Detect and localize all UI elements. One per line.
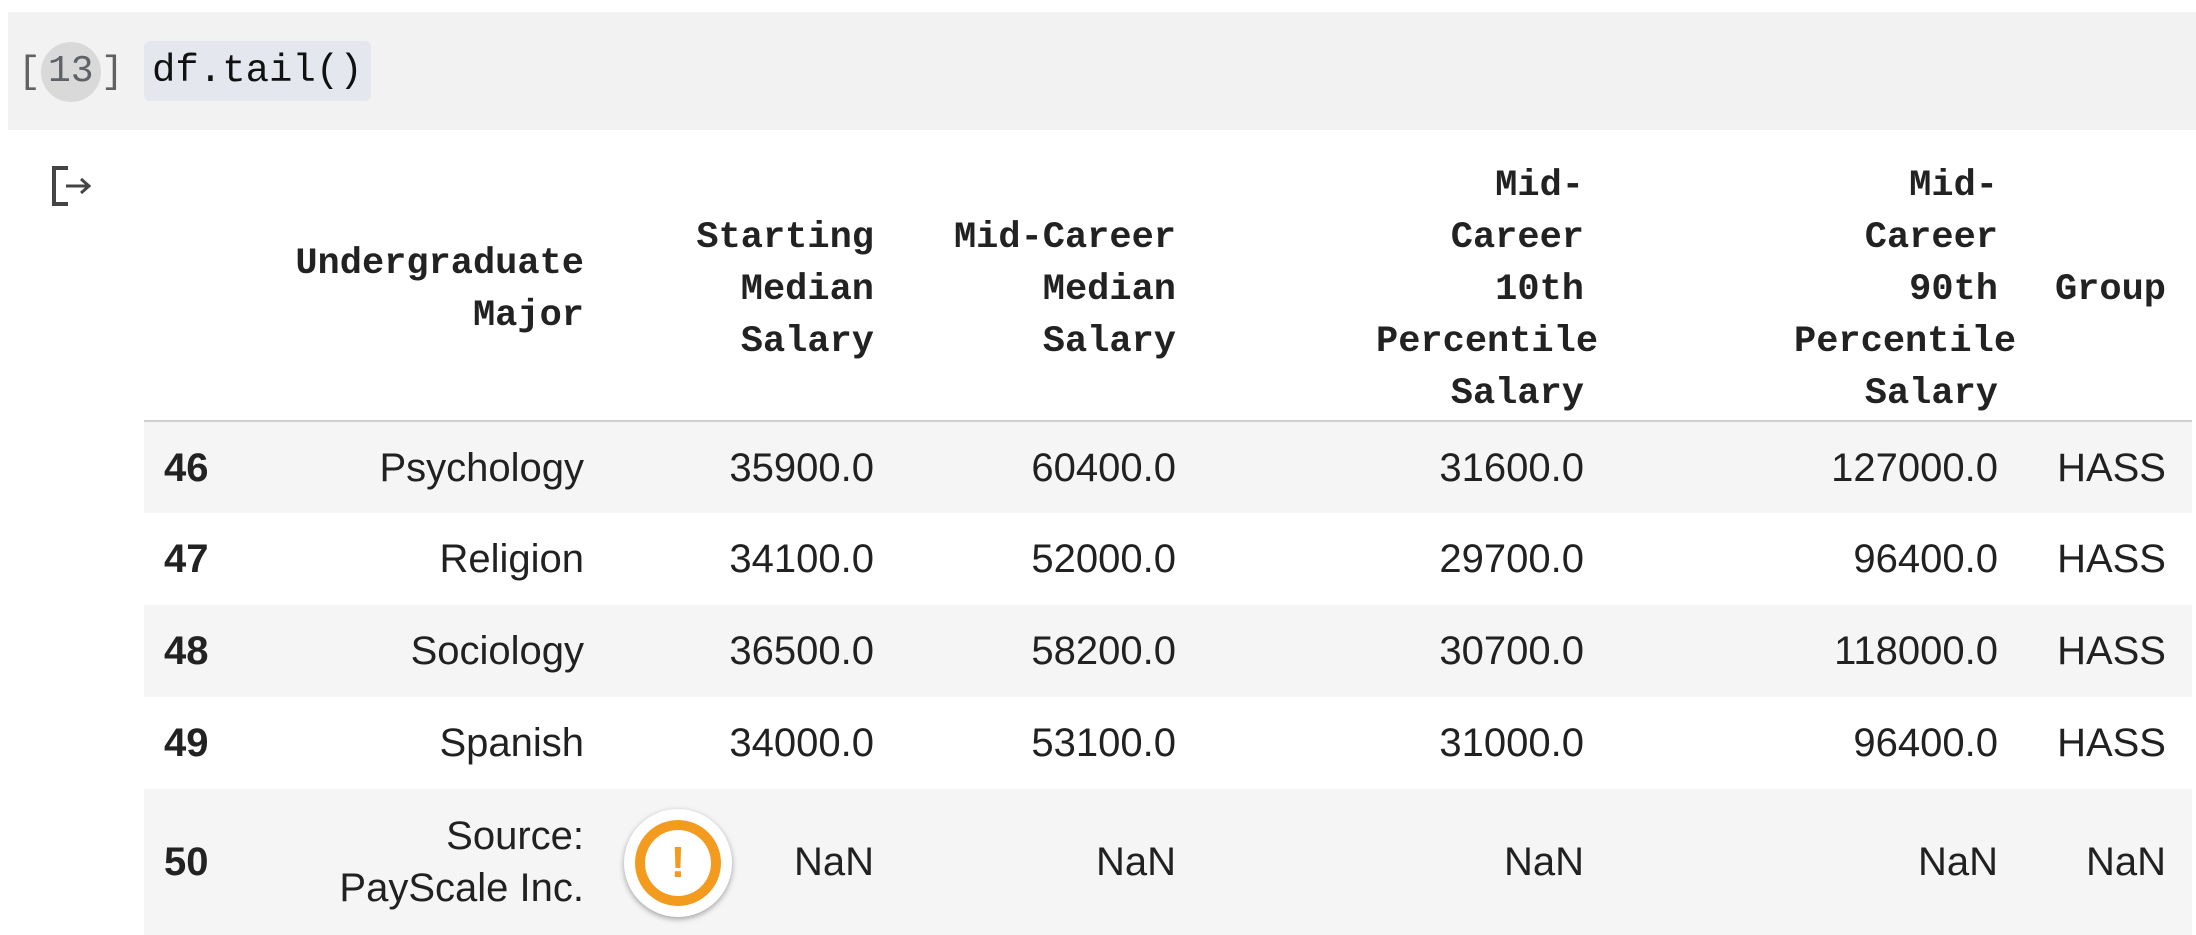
code-editor[interactable]: df.tail() — [144, 41, 371, 101]
header-index — [144, 160, 214, 422]
header-mid-career-median-salary: Mid-Career Median Salary — [874, 160, 1176, 422]
cell-group: HASS — [2057, 445, 2166, 490]
warning-glyph: ! — [645, 830, 711, 896]
header-starting-median-salary: Starting Median Salary — [584, 160, 874, 422]
cell-p10: 29700.0 — [1439, 537, 1584, 581]
cell-p90: 96400.0 — [1853, 537, 1998, 581]
bracket-close: ] — [100, 50, 124, 94]
code-cell[interactable]: [ 13 ] df.tail() — [8, 12, 2196, 130]
cell-mid-career-median: 58200.0 — [1031, 629, 1176, 673]
header-undergraduate-major: Undergraduate Major — [214, 160, 584, 422]
cell-mid-career-median: 53100.0 — [1031, 721, 1176, 765]
output-arrow-icon[interactable] — [48, 164, 96, 208]
cell-p90: 127000.0 — [1831, 445, 1998, 490]
cell-p90: NaN — [1917, 840, 1998, 884]
cell-starting-median: 34100.0 — [729, 537, 874, 581]
cell-p90: 118000.0 — [1834, 629, 1998, 673]
row-index: 48 — [164, 629, 209, 673]
cell-p10: 31000.0 — [1439, 721, 1584, 765]
cell-major: Source: PayScale Inc. — [339, 814, 584, 910]
cell-group: HASS — [2057, 537, 2166, 581]
header-mid-career-90th-percentile: Mid-Career 90th Percentile Salary — [1584, 160, 2016, 422]
cell-starting-median: 34000.0 — [729, 721, 874, 765]
bracket-open: [ — [18, 50, 41, 94]
cell-mid-career-median: 60400.0 — [1031, 445, 1176, 490]
cell-p10: 31600.0 — [1439, 445, 1584, 490]
cell-starting-median: 35900.0 — [729, 445, 874, 490]
cell-starting-median-value: NaN — [793, 840, 874, 884]
row-index: 49 — [164, 721, 209, 765]
cell-major: Spanish — [439, 721, 584, 765]
table-row: 49 Spanish 34000.0 53100.0 31000.0 96400… — [144, 697, 2192, 789]
header-group: Group — [1998, 160, 2192, 422]
execution-count[interactable]: [ 13 ] — [18, 42, 124, 102]
execution-count-number[interactable]: 13 — [40, 42, 101, 102]
cell-starting-median: 36500.0 — [729, 629, 874, 673]
cell-p10: 30700.0 — [1439, 629, 1584, 673]
table-row: 46 Psychology 35900.0 60400.0 31600.0 12… — [144, 421, 2192, 513]
row-index: 47 — [164, 537, 209, 581]
table-row: 47 Religion 34100.0 52000.0 29700.0 9640… — [144, 513, 2192, 605]
cell-mid-career-median: 52000.0 — [1031, 537, 1176, 581]
cell-group: HASS — [2057, 721, 2166, 765]
row-index: 46 — [164, 445, 209, 490]
table-row: 48 Sociology 36500.0 58200.0 30700.0 118… — [144, 605, 2192, 697]
table-header-row: Undergraduate Major Starting Median Sala… — [144, 160, 2192, 422]
warning-icon[interactable]: ! — [624, 809, 732, 917]
cell-major: Religion — [439, 537, 584, 581]
cell-group: NaN — [2085, 840, 2166, 884]
row-index: 50 — [164, 840, 209, 884]
header-mid-career-10th-percentile: Mid-Career 10th Percentile Salary — [1176, 160, 1598, 422]
cell-starting-median: ! NaN — [584, 789, 874, 935]
cell-major: Psychology — [379, 445, 584, 490]
dataframe-table: Undergraduate Major Starting Median Sala… — [144, 160, 2192, 935]
table-row: 50 Source: PayScale Inc. ! NaN NaN NaN N… — [144, 789, 2192, 935]
cell-mid-career-median: NaN — [1095, 840, 1176, 884]
warning-icon-ring: ! — [635, 820, 721, 906]
cell-p10: NaN — [1503, 840, 1584, 884]
cell-p90: 96400.0 — [1853, 721, 1998, 765]
cell-group: HASS — [2057, 629, 2166, 673]
cell-major: Sociology — [410, 629, 584, 673]
